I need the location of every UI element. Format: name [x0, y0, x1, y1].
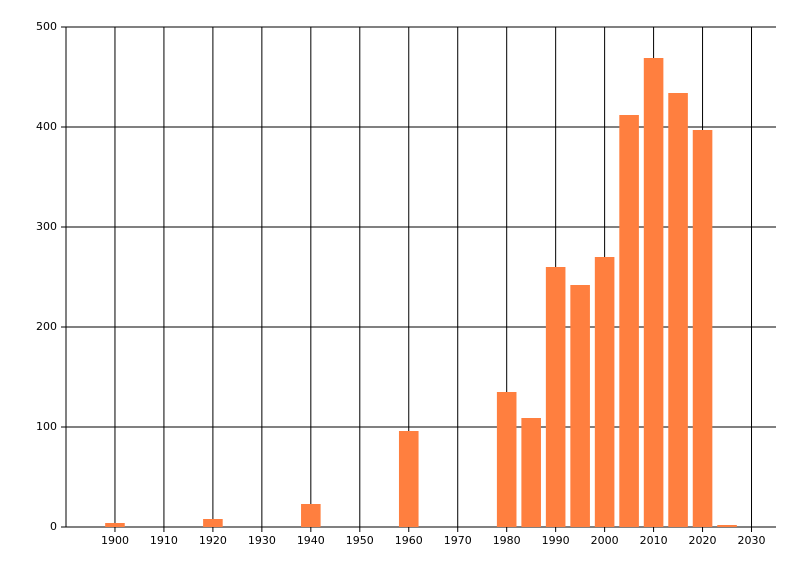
x-tick-label: 2020 [689, 534, 717, 547]
x-tick-label: 1930 [248, 534, 276, 547]
bar [301, 504, 321, 527]
y-tick-label: 400 [36, 120, 57, 133]
bar [398, 431, 419, 527]
x-tick-label: 1900 [101, 534, 129, 547]
bar [203, 519, 223, 527]
bar [717, 525, 737, 527]
y-tick-label: 300 [36, 220, 57, 233]
x-tick-label: 2030 [738, 534, 766, 547]
bar [668, 93, 688, 527]
y-tick-label: 200 [36, 320, 57, 333]
x-tick-label: 1960 [395, 534, 423, 547]
bar [105, 523, 125, 527]
y-tick-label: 100 [36, 420, 57, 433]
x-tick-label: 1920 [199, 534, 227, 547]
bar [692, 130, 713, 527]
x-tick-label: 1980 [493, 534, 521, 547]
bar [545, 267, 566, 527]
y-tick-label: 500 [36, 20, 57, 33]
x-tick-label: 1990 [542, 534, 570, 547]
bar [643, 58, 664, 527]
x-tick-label: 2000 [591, 534, 619, 547]
x-tick-label: 1940 [297, 534, 325, 547]
x-tick-label: 1910 [150, 534, 178, 547]
y-tick-label: 0 [50, 520, 57, 533]
bar [570, 285, 590, 527]
bar [594, 257, 615, 527]
bar [619, 115, 639, 527]
x-tick-label: 1970 [444, 534, 472, 547]
bar [521, 418, 541, 527]
x-tick-label: 2010 [640, 534, 668, 547]
bar [496, 392, 517, 527]
x-tick-label: 1950 [346, 534, 374, 547]
